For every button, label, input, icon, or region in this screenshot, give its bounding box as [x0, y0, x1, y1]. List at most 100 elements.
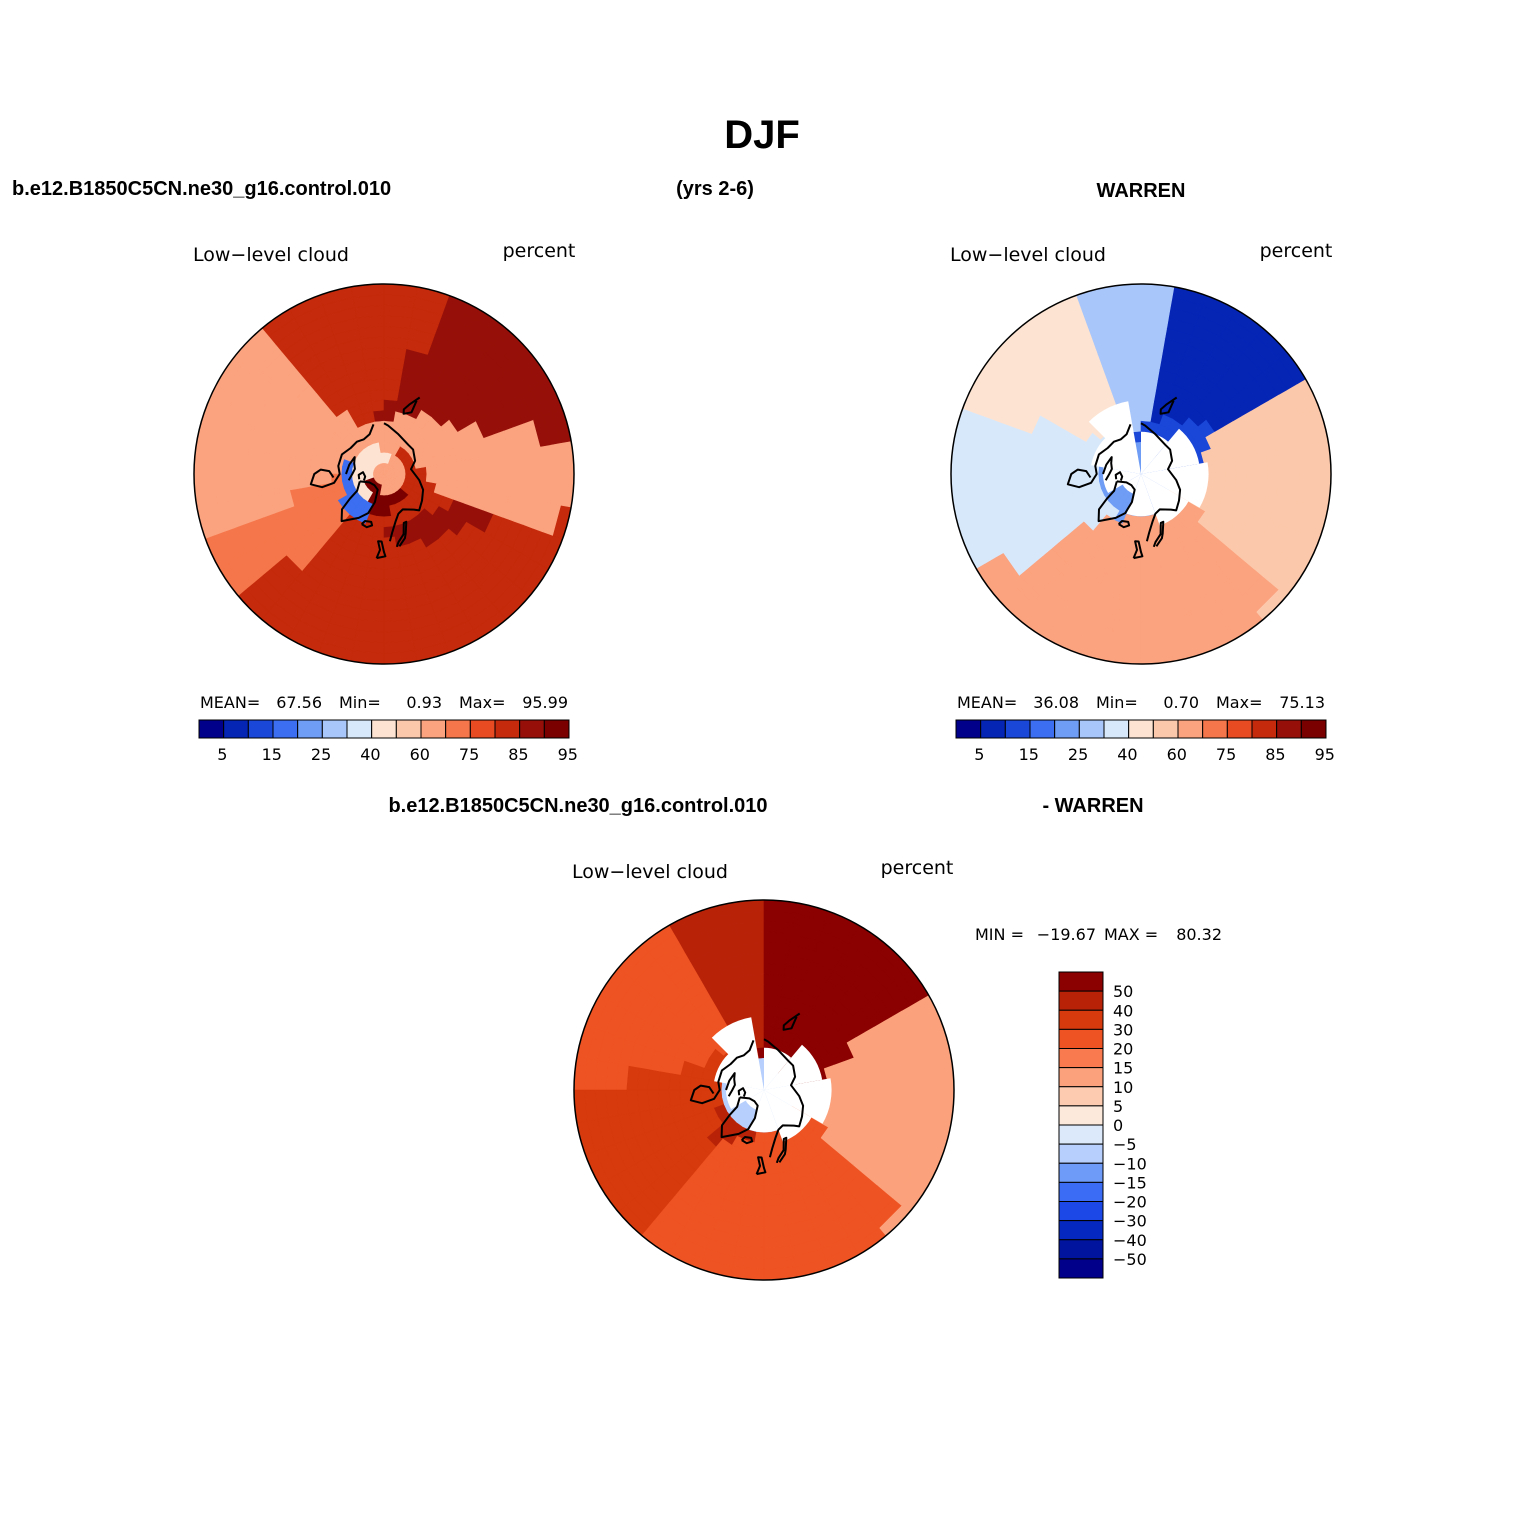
map-cell	[1131, 515, 1142, 528]
colorbar-box	[1058, 1105, 1104, 1126]
colorbar-box	[1058, 1028, 1104, 1049]
map-border	[193, 283, 575, 665]
map-cell	[1140, 577, 1162, 591]
coastline	[361, 520, 374, 529]
coastline	[1114, 471, 1124, 481]
map-cell	[367, 378, 385, 392]
case-label: b.e12.B1850C5CN.ne30_g16.control.010	[12, 178, 391, 200]
diff-panel: Low−level cloud percent MIN = −19.67 MAX…	[572, 857, 1222, 1281]
missing-data-wedge	[764, 1047, 792, 1090]
colorbar-box	[272, 719, 299, 739]
diff-units-label: percent	[881, 857, 954, 879]
map-cell	[372, 525, 385, 538]
map-cell	[752, 1141, 765, 1154]
coastline	[340, 480, 379, 523]
colorbar-box	[1058, 1067, 1104, 1088]
colorbar-box	[1058, 1220, 1104, 1241]
colorbar-tick-label: −10	[1113, 1154, 1147, 1173]
map-cell	[1223, 457, 1237, 475]
map-cell	[1124, 378, 1142, 392]
colorbar-tick-label: 25	[311, 745, 331, 764]
map-cell	[1035, 473, 1048, 493]
colorbar-box	[445, 719, 471, 739]
map-cell	[877, 1089, 892, 1113]
coastline	[395, 520, 408, 548]
model-mean-value: 67.56	[276, 693, 322, 712]
coastline	[309, 424, 375, 489]
map-cell	[877, 1067, 892, 1091]
colorbar-box	[1058, 1239, 1104, 1260]
map-cell	[1045, 457, 1059, 475]
obs-polar-map	[950, 283, 1332, 665]
map-cell	[288, 457, 302, 475]
map-cell	[1140, 410, 1153, 423]
map-cell	[857, 1089, 870, 1109]
map-cell	[1118, 587, 1142, 602]
map-cell	[1234, 473, 1247, 493]
colorbar-tick-label: −15	[1113, 1173, 1147, 1192]
colorbar-box	[395, 719, 422, 739]
map-cell	[1013, 451, 1028, 475]
missing-data-wedge	[1091, 435, 1141, 474]
map-cell	[383, 556, 401, 570]
map-cell	[383, 577, 405, 591]
colorbar-box	[1177, 719, 1204, 739]
map-cell	[748, 1005, 765, 1018]
model-mean-label: MEAN=	[200, 693, 260, 712]
map-cell	[487, 473, 501, 495]
map-cell	[477, 473, 490, 493]
map-cell	[745, 984, 765, 997]
map-cell	[383, 357, 405, 371]
map-cell	[763, 1193, 785, 1207]
map-cell	[763, 1172, 781, 1186]
coastline	[1152, 520, 1165, 548]
map-cell	[1140, 368, 1160, 381]
missing-data-wedge	[1122, 474, 1141, 494]
colorbar-tick-label: 5	[217, 745, 227, 764]
model-min-label: Min=	[339, 693, 381, 712]
missing-data-wedge	[714, 1051, 764, 1090]
missing-data-wedge	[1141, 474, 1189, 526]
map-cell	[256, 473, 271, 497]
map-cell	[370, 399, 385, 412]
coastline	[375, 540, 387, 560]
colorbar-box	[1251, 719, 1278, 739]
map-cell	[299, 458, 312, 475]
colorbar-box	[1058, 971, 1104, 992]
obs-max-value: 75.13	[1279, 693, 1325, 712]
diff-polar-map	[573, 899, 955, 1281]
colorbar-box	[297, 719, 323, 739]
map-cell	[363, 577, 385, 591]
colorbar-box	[1058, 1143, 1104, 1164]
colorbar-box	[1300, 719, 1327, 739]
map-cell	[1127, 399, 1142, 412]
map-cell	[1223, 473, 1237, 491]
map-cell	[1140, 378, 1158, 392]
colorbar-tick-label: −5	[1113, 1135, 1137, 1154]
obs-min-value: 0.70	[1163, 693, 1199, 712]
map-cell	[288, 473, 302, 491]
diff-case-label: b.e12.B1850C5CN.ne30_g16.control.010	[388, 795, 767, 817]
colorbar-box	[955, 719, 982, 739]
map-cell	[846, 1073, 860, 1091]
coastline	[725, 1072, 736, 1097]
obs-units-label: percent	[1260, 240, 1333, 262]
missing-data-wedge	[750, 1069, 764, 1090]
model-max-label: Max=	[459, 693, 505, 712]
colorbar-box	[1054, 719, 1080, 739]
map-cell	[383, 567, 403, 580]
map-cell	[836, 1089, 849, 1106]
missing-data-wedge	[1126, 474, 1156, 517]
diff-variable-label: Low−level cloud	[572, 861, 728, 883]
colorbar-tick-label: 20	[1113, 1040, 1133, 1059]
colorbar-box	[1078, 719, 1105, 739]
model-polar-map	[193, 283, 575, 665]
model-variable-label: Low−level cloud	[193, 244, 349, 266]
map-cell	[750, 1015, 765, 1028]
model-max-value: 95.99	[522, 693, 568, 712]
coastline	[1102, 456, 1113, 481]
coastline	[741, 1136, 754, 1145]
colorbar-box	[1058, 1048, 1104, 1069]
map-cell	[743, 1193, 765, 1207]
colorbar-box	[198, 719, 225, 739]
